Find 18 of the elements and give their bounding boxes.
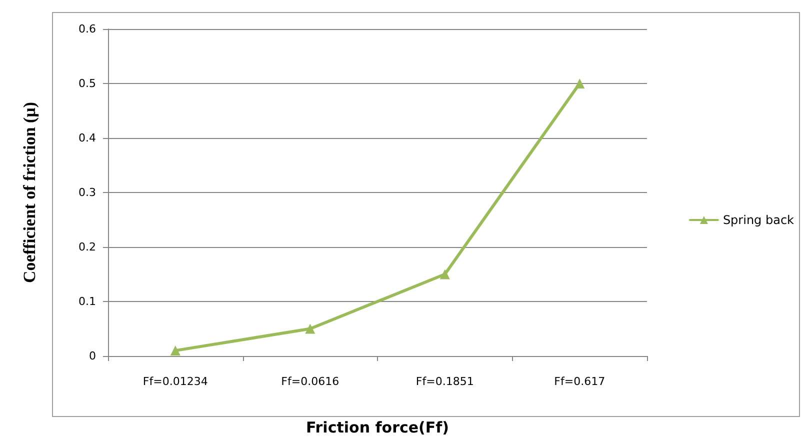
point: [170, 346, 180, 356]
point: [440, 269, 450, 280]
x-tick-label: Ff=0.0616: [281, 375, 340, 388]
x-tick-label: Ff=0.01234: [142, 375, 208, 388]
y-tick-label: 0.2: [78, 240, 96, 254]
point: [574, 78, 585, 88]
x-axis-title: Friction force(Ff): [306, 418, 450, 436]
y-axis-title: Coefficient of friction (μ): [20, 102, 39, 283]
y-tick-label: 0.4: [78, 132, 96, 144]
x-tick-label: Ff=0.1851: [416, 375, 474, 388]
legend-label: Spring back: [722, 213, 794, 227]
y-tick-label: 0.5: [78, 77, 96, 90]
y-tick-label: 0: [89, 350, 96, 362]
y-tick-label: 0.3: [78, 186, 96, 199]
x-tick-label: Ff=0.617: [554, 375, 606, 388]
point: [305, 324, 316, 334]
y-tick-label: 0.1: [78, 295, 96, 308]
y-tick-label: 0.6: [78, 22, 96, 36]
